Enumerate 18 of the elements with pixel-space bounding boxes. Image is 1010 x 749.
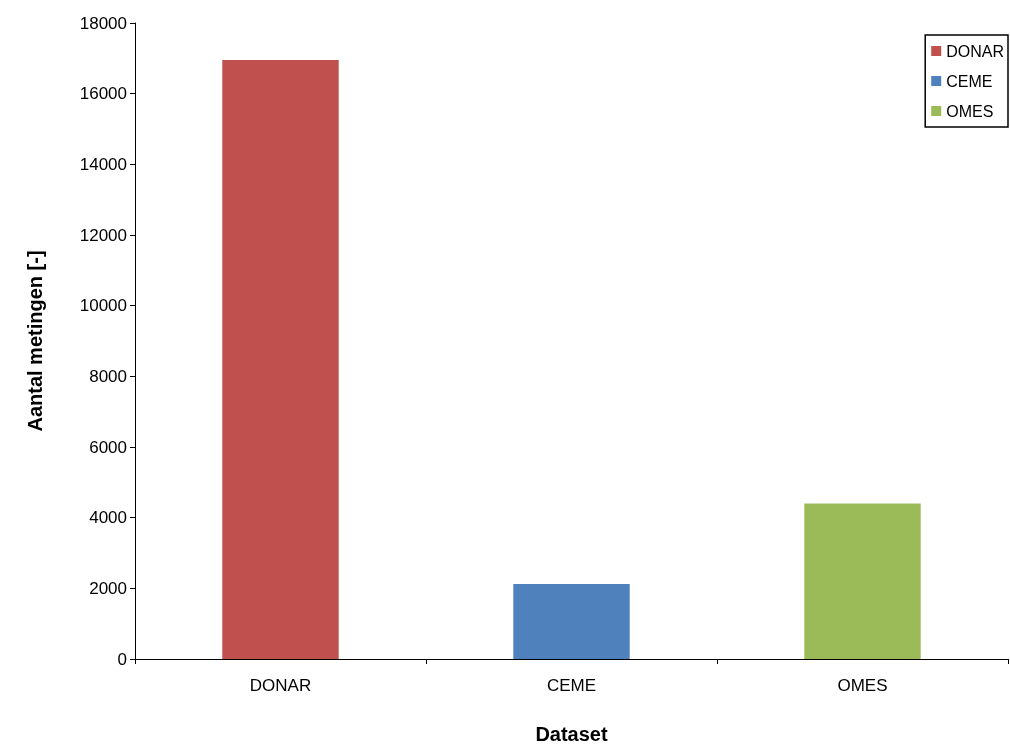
y-tick-label: 8000 [89, 366, 127, 386]
y-tick-label: 4000 [89, 508, 127, 528]
y-axis-title: Aantal metingen [-] [24, 250, 46, 432]
legend-label: DONAR [946, 42, 1004, 60]
y-tick-label: 18000 [79, 13, 127, 33]
legend-label: CEME [946, 72, 993, 90]
x-tick-label: OMES [837, 676, 888, 695]
x-tick-label: DONAR [249, 676, 312, 695]
x-axis-title: Dataset [535, 723, 608, 745]
y-tick-label: 0 [117, 649, 127, 669]
y-tick-label: 6000 [89, 437, 127, 457]
x-tick-label: CEME [546, 676, 597, 695]
y-tick-label: 10000 [79, 296, 127, 316]
y-tick-label: 16000 [79, 84, 127, 104]
y-tick-label: 12000 [79, 225, 127, 245]
y-tick-label: 2000 [89, 578, 127, 598]
y-tick-label: 14000 [79, 154, 127, 174]
legend-label: OMES [946, 102, 994, 120]
